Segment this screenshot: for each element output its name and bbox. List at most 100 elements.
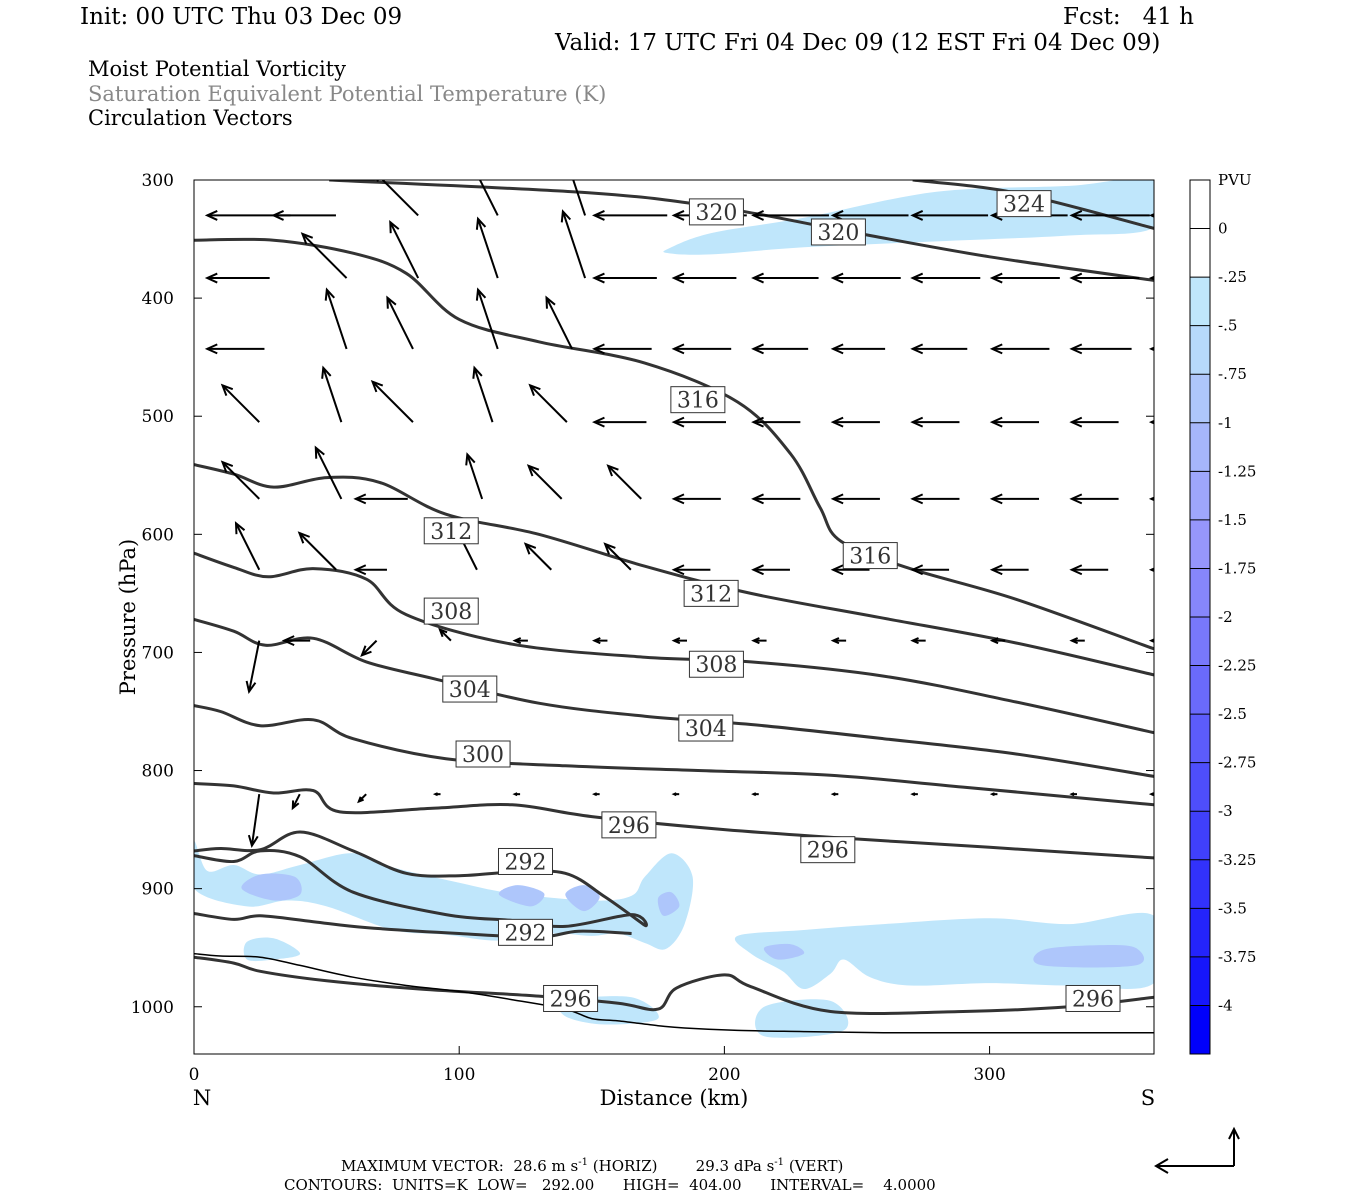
colorbar-swatch (1190, 228, 1210, 278)
max-vector-line: MAXIMUM VECTOR: 28.6 m s-1 (HORIZ) 29.3 … (341, 1157, 843, 1175)
theta-contour (194, 782, 1154, 860)
circulation-vector (1148, 419, 1154, 425)
theta-contour (194, 463, 1154, 677)
contour-label: 296 (543, 984, 599, 1012)
y-tick-label: 1000 (131, 998, 174, 1018)
colorbar-swatch (1190, 519, 1210, 569)
y-tick-label: 600 (142, 525, 174, 545)
field-label-mpv: Moist Potential Vorticity (88, 57, 346, 81)
init-time: Init: 00 UTC Thu 03 Dec 09 (80, 4, 403, 30)
circulation-vector (671, 493, 721, 505)
contour-label: 312 (683, 579, 739, 607)
y-axis-title: Pressure (hPa) (116, 539, 140, 695)
circulation-vector (606, 464, 642, 500)
contour-label: 296 (601, 811, 657, 839)
circulation-vector (204, 343, 265, 355)
pv-region (498, 885, 545, 907)
circulation-vector (389, 220, 420, 279)
forecast-hour: Fcst: 41 h (1063, 4, 1194, 30)
circulation-vector (830, 493, 880, 505)
colorbar-swatch (1190, 617, 1210, 667)
colorbar-title: PVU (1218, 171, 1252, 189)
circulation-vector (234, 521, 261, 571)
contour-label: 308 (423, 597, 479, 625)
circulation-vector (830, 343, 886, 355)
circulation-vector (830, 792, 839, 797)
svg-text:312: 312 (430, 520, 472, 545)
contour-label: 312 (423, 517, 479, 545)
max-vert-value: 29.3 dPa s (695, 1157, 775, 1175)
field-label-thetae: Saturation Equivalent Potential Temperat… (88, 82, 607, 106)
circulation-vector (830, 564, 870, 576)
contour-label: 292 (497, 918, 553, 946)
svg-text:324: 324 (1003, 193, 1045, 218)
contour-label: 300 (455, 740, 511, 768)
circulation-vector (386, 295, 414, 350)
pv-region (243, 937, 301, 962)
max-horiz-tag: (HORIZ) (592, 1157, 658, 1175)
pv-region (241, 873, 302, 901)
circulation-vector (751, 792, 759, 797)
circulation-vector (989, 343, 1050, 355)
circulation-vector (1069, 343, 1132, 355)
circulation-vector (989, 272, 1060, 284)
circulation-vector (1069, 210, 1150, 221)
colorbar-swatch (1190, 908, 1210, 958)
colorbar-label: -.75 (1218, 365, 1247, 383)
theta-contour (194, 617, 1154, 778)
theta-contour (194, 912, 632, 939)
circulation-vector (465, 452, 484, 500)
circulation-vector (300, 232, 348, 279)
theta-contour (194, 830, 648, 929)
circulation-vector (671, 792, 680, 797)
circulation-vector (245, 640, 261, 695)
colorbar-label: -1 (1218, 414, 1233, 432)
circulation-vector (592, 210, 668, 221)
circulation-vector (472, 365, 494, 423)
circulation-vector (592, 343, 652, 355)
circulation-vector (1069, 493, 1119, 505)
colorbar-label: -2 (1218, 608, 1233, 626)
circulation-vector (671, 272, 737, 284)
circulation-vector (751, 493, 801, 505)
x-tick-label: 300 (973, 1065, 1005, 1085)
colorbar-label: -.25 (1218, 268, 1247, 286)
circulation-vector (830, 272, 901, 284)
pv-region (565, 885, 600, 912)
svg-text:308: 308 (695, 653, 737, 678)
circulation-vector (324, 287, 348, 350)
colorbar-swatch (1190, 277, 1210, 327)
circulation-vector (560, 209, 587, 279)
circulation-vector (751, 343, 809, 355)
circulation-vector (989, 416, 1040, 428)
svg-text:304: 304 (685, 717, 727, 742)
circulation-vector (376, 180, 419, 217)
circulation-vector (512, 637, 528, 645)
circulation-vector (989, 493, 1040, 505)
circulation-vector (989, 564, 1029, 576)
colorbar-swatch (1190, 374, 1210, 424)
svg-text:316: 316 (849, 545, 891, 570)
plot-frame (193, 179, 1155, 1055)
contour-label: 316 (670, 386, 726, 414)
circulation-vector (751, 564, 790, 576)
svg-text:296: 296 (1072, 987, 1114, 1012)
circulation-vector (438, 627, 452, 642)
circulation-vector (512, 792, 521, 797)
field-label-vectors: Circulation Vectors (88, 106, 293, 130)
circulation-vector (751, 416, 801, 428)
colorbar-label: -3.5 (1218, 899, 1247, 917)
circulation-vector (910, 343, 968, 355)
svg-text:316: 316 (677, 389, 719, 414)
pv-region (1033, 945, 1145, 968)
contour-label: 324 (996, 190, 1052, 218)
max-vert-tag: (VERT) (788, 1157, 844, 1175)
circulation-vector (314, 445, 343, 500)
pv-region (755, 999, 849, 1038)
circulation-vector (523, 542, 552, 571)
max-vector-label: MAXIMUM VECTOR: (341, 1157, 504, 1175)
circulation-vector (475, 216, 499, 279)
circulation-vector (830, 637, 847, 645)
colorbar-label: 0 (1218, 220, 1228, 238)
